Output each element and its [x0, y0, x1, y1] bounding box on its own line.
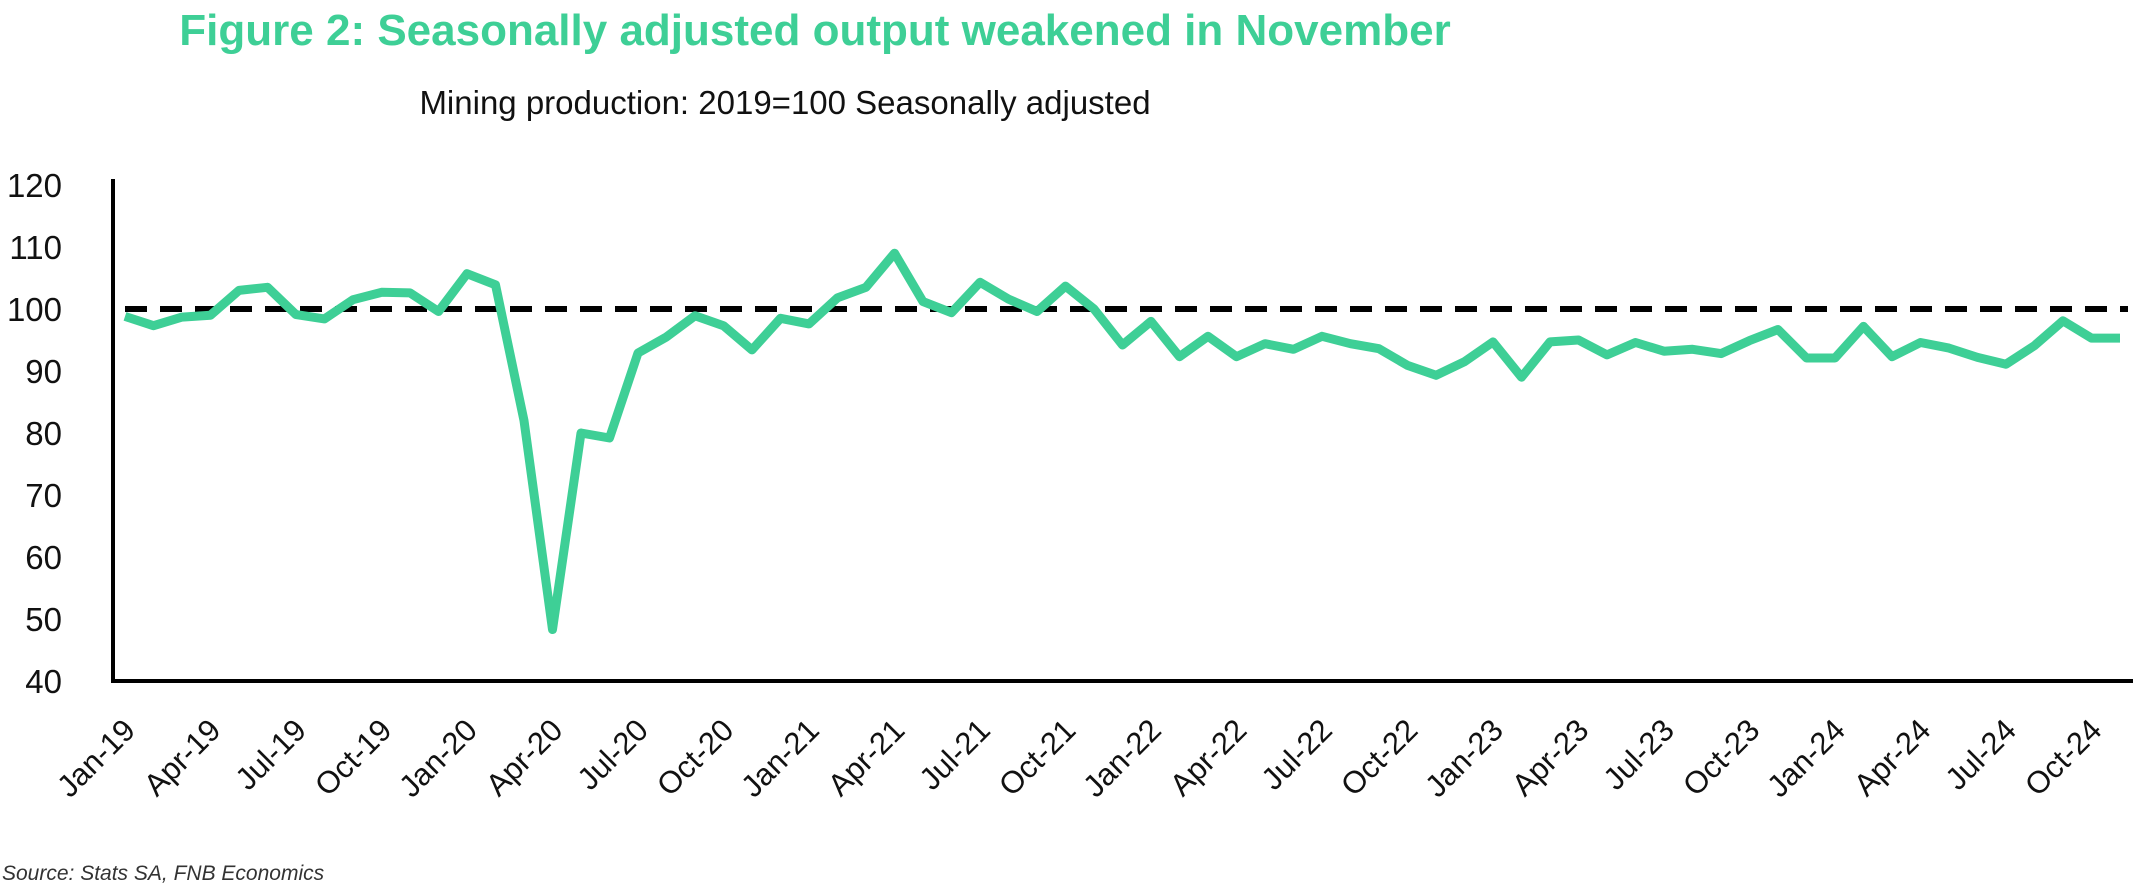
x-tick-label: Oct-23 — [1676, 712, 1767, 803]
x-tick-label: Apr-21 — [821, 712, 912, 803]
y-tick-label: 90 — [25, 353, 62, 390]
x-tick-label: Jan-24 — [1760, 712, 1852, 804]
x-tick-label: Jul-22 — [1254, 712, 1338, 796]
y-tick-label: 80 — [25, 415, 62, 452]
x-tick-label: Jan-22 — [1076, 712, 1168, 804]
y-tick-label: 60 — [25, 539, 62, 576]
y-tick-label: 110 — [9, 229, 62, 266]
x-tick-label: Jul-24 — [1938, 712, 2022, 796]
x-tick-label: Jan-23 — [1418, 712, 1510, 804]
x-tick-label: Jan-20 — [392, 712, 484, 804]
y-tick-label: 100 — [7, 291, 62, 328]
y-tick-label: 120 — [7, 167, 62, 204]
x-tick-label: Oct-22 — [1334, 712, 1425, 803]
x-tick-label: Jul-21 — [912, 712, 996, 796]
y-tick-label: 50 — [25, 601, 62, 638]
x-tick-label: Jul-19 — [228, 712, 312, 796]
y-tick-label: 70 — [25, 477, 62, 514]
series-line — [123, 248, 2120, 634]
x-tick-label: Apr-23 — [1505, 712, 1596, 803]
source-note: Source: Stats SA, FNB Economics — [2, 862, 325, 885]
x-tick-label: Apr-19 — [137, 712, 228, 803]
chart-subtitle: Mining production: 2019=100 Seasonally a… — [419, 84, 1151, 121]
x-tick-label: Jul-20 — [570, 712, 654, 796]
x-tick-label: Apr-24 — [1847, 712, 1938, 803]
x-tick-label: Oct-20 — [650, 712, 741, 803]
y-axis-ticks: 40 50 60 70 80 90 100 110 120 — [7, 167, 62, 700]
x-tick-label: Oct-19 — [308, 712, 399, 803]
figure-title: Figure 2: Seasonally adjusted output wea… — [179, 6, 1451, 55]
x-tick-label: Oct-21 — [992, 712, 1083, 803]
x-tick-label: Apr-22 — [1163, 712, 1254, 803]
x-tick-label: Oct-24 — [2018, 712, 2109, 803]
x-tick-label: Jan-19 — [50, 712, 142, 804]
x-tick-label: Apr-20 — [479, 712, 570, 803]
x-tick-label: Jan-21 — [734, 712, 826, 804]
x-tick-label: Jul-23 — [1596, 712, 1680, 796]
y-tick-label: 40 — [25, 663, 62, 700]
